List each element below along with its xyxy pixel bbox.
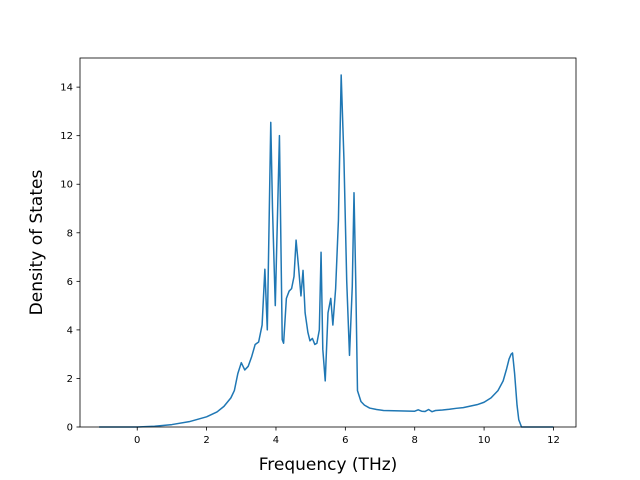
x-tick-label: 8 [412,435,418,446]
y-tick-label: 4 [67,325,73,336]
x-tick-label: 4 [273,435,279,446]
y-tick-label: 8 [67,228,73,239]
x-tick-label: 0 [134,435,140,446]
plot-area [99,74,554,428]
y-axis-label: Density of States [27,170,47,316]
y-tick-label: 10 [60,180,73,191]
dos-series-line [99,74,554,428]
y-axis-ticks: 0 2 4 6 8 10 12 14 [60,83,80,434]
x-tick-label: 2 [203,435,209,446]
x-tick-label: 12 [547,435,560,446]
axes-frame [79,57,577,428]
x-axis-ticks: 0 2 4 6 8 10 12 [134,427,560,446]
y-tick-label: 6 [67,277,73,288]
y-tick-label: 0 [67,423,73,434]
y-tick-label: 12 [60,131,73,142]
x-axis-label: Frequency (THz) [259,455,398,475]
y-tick-label: 14 [60,83,73,94]
x-tick-label: 10 [478,435,491,446]
y-tick-label: 2 [67,374,73,385]
x-tick-label: 6 [342,435,348,446]
